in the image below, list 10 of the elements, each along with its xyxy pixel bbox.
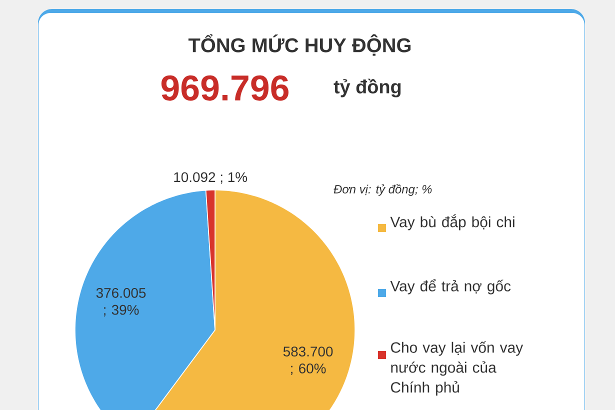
data-label: 10.092 ; 1% bbox=[174, 172, 248, 184]
text: Đơn vị: tỷ đồng; % bbox=[334, 184, 432, 196]
chart-title: TỔNG MỨC HUY ĐỘNG bbox=[188, 34, 411, 56]
data-label: 583.700 ; 60% bbox=[283, 346, 333, 376]
legend-label: Vay để trả nợ gốc bbox=[390, 279, 511, 294]
text: tỷ đồng bbox=[334, 78, 401, 98]
data-label: 376.005 ; 39% bbox=[96, 288, 146, 316]
legend-label: Vay bù đắp bội chi bbox=[390, 214, 514, 230]
text: 969.796 bbox=[161, 75, 288, 101]
legend-label: Cho vay lại vốn vay nước ngoài của Chính phủ bbox=[390, 341, 524, 396]
